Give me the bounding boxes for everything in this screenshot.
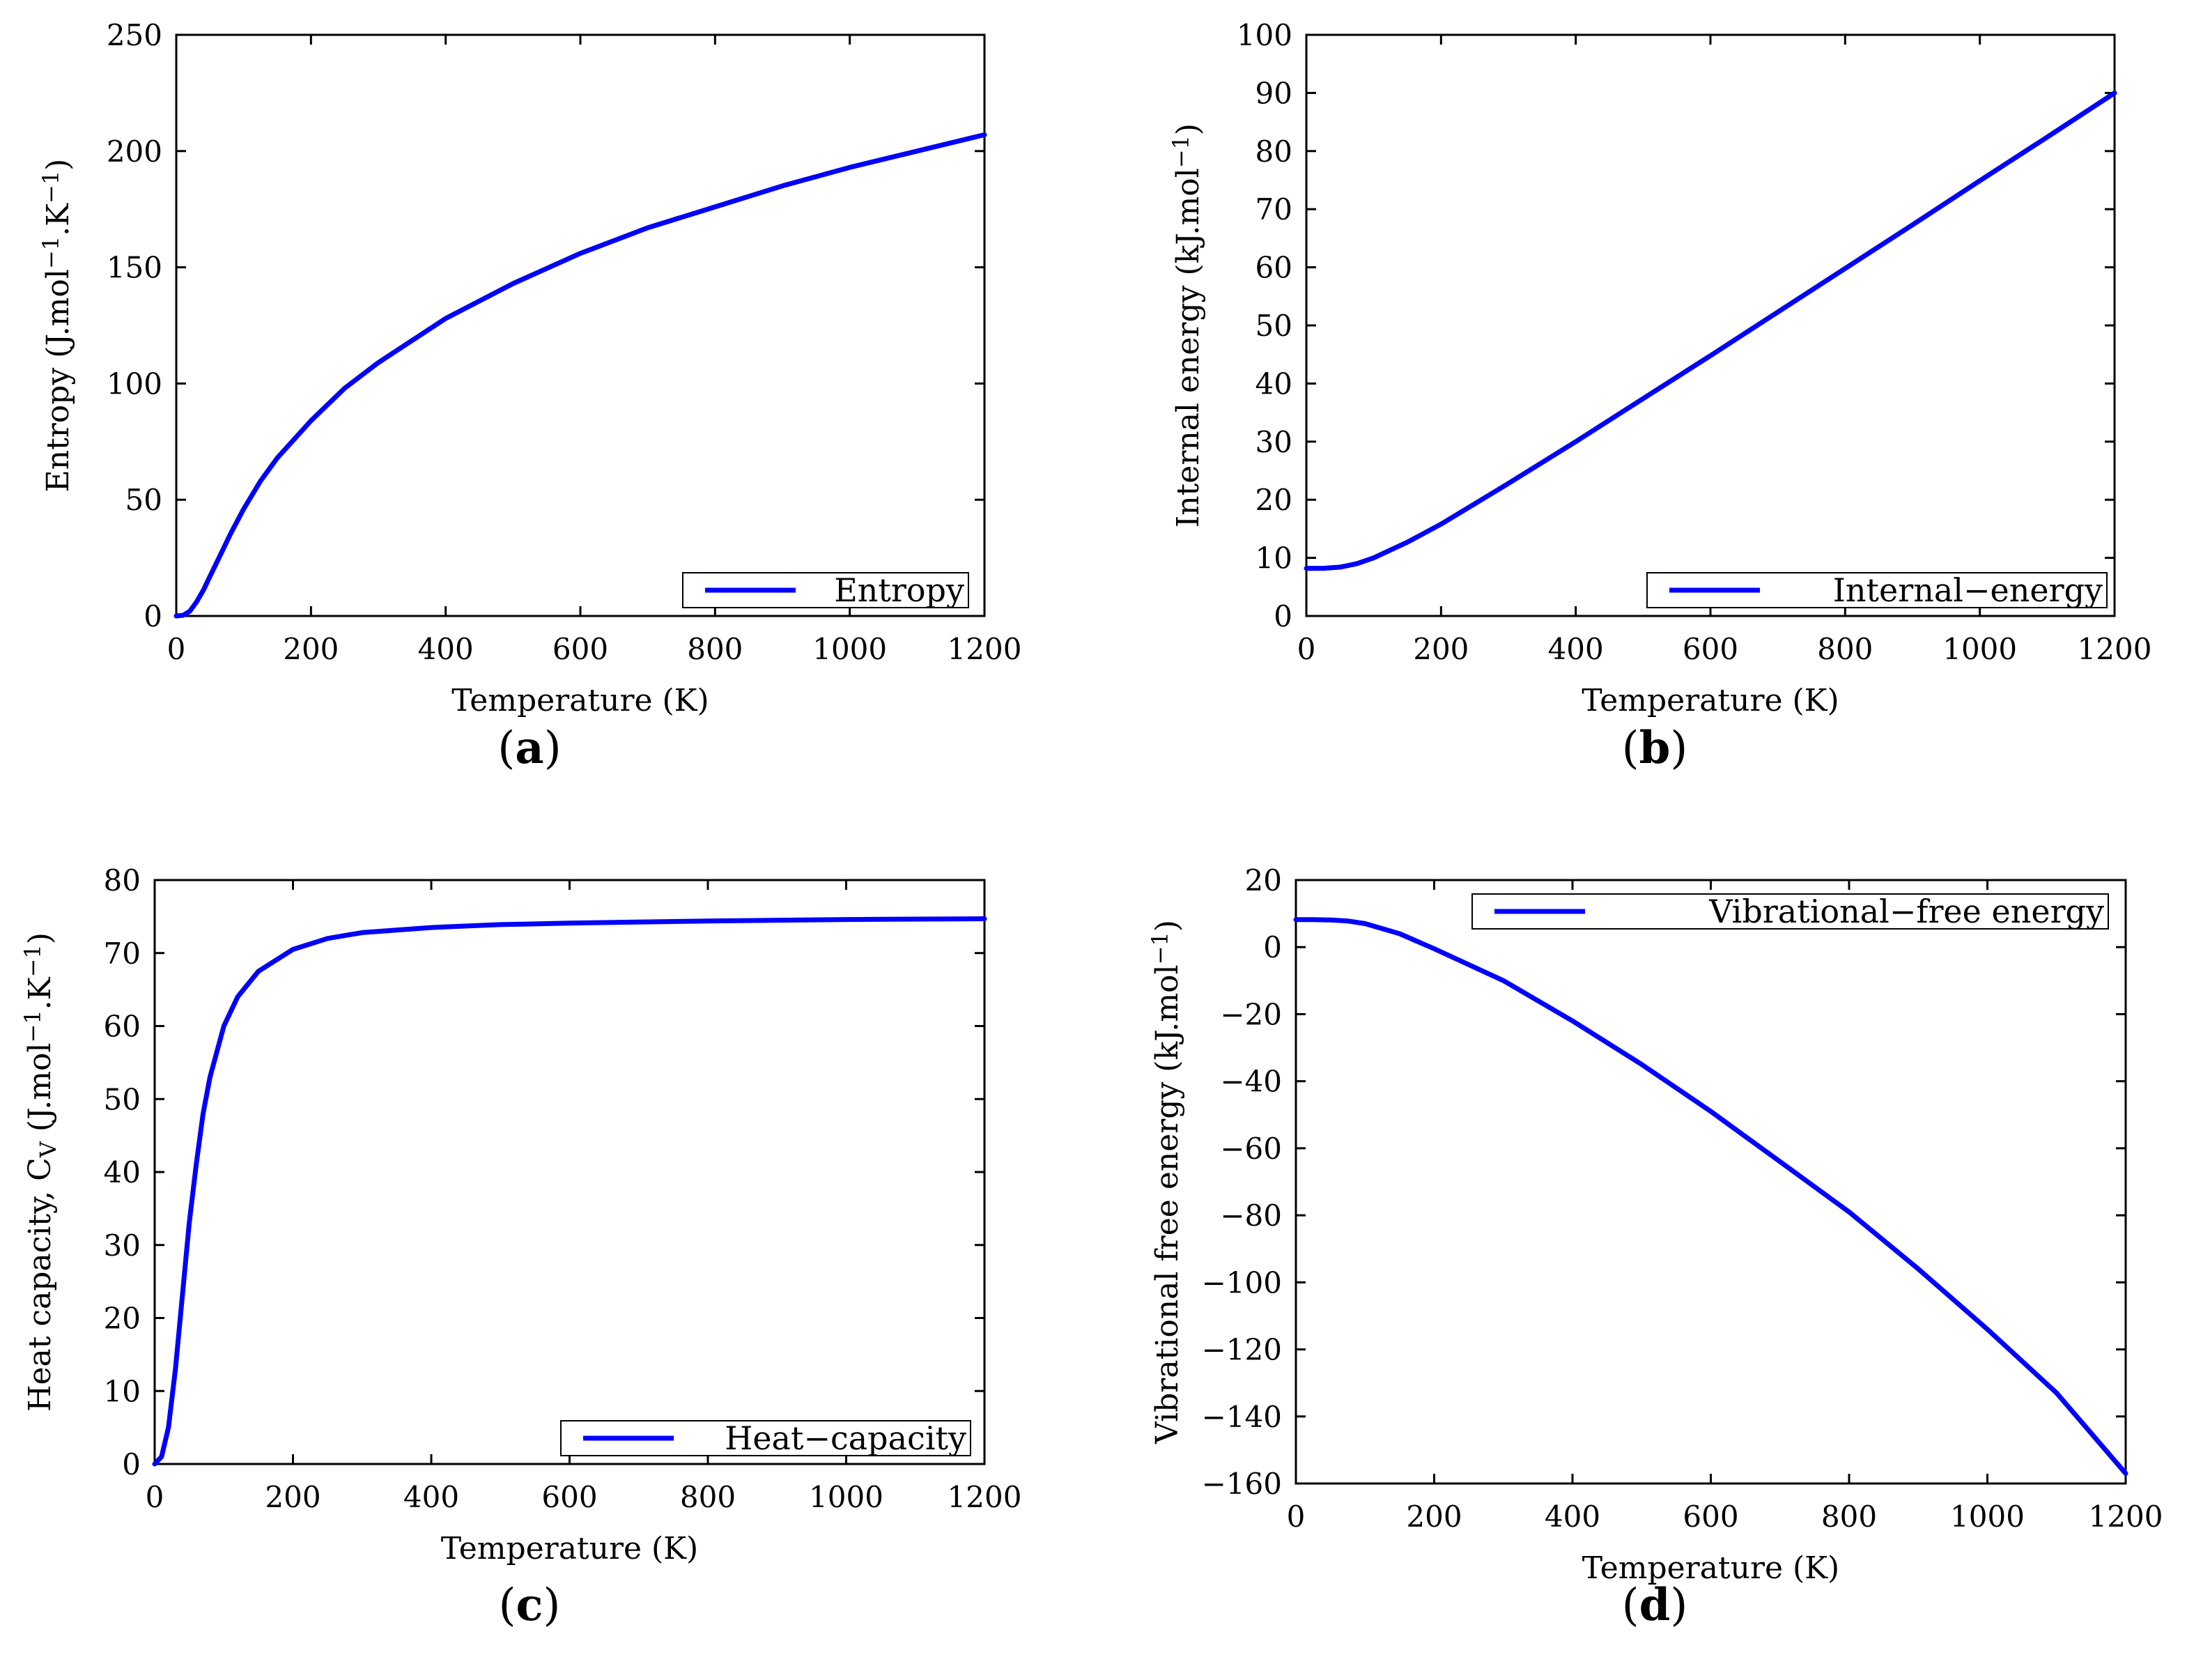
y-tick-label: −20: [1220, 997, 1282, 1031]
y-tick-label: 60: [1255, 251, 1292, 285]
y-tick-label: 30: [1255, 425, 1292, 459]
y-tick-label: −160: [1202, 1467, 1282, 1501]
y-tick-label: 20: [1255, 483, 1292, 517]
y-tick-label: 200: [107, 134, 162, 169]
y-tick-label: 10: [104, 1374, 141, 1408]
x-tick-label: 0: [1297, 632, 1316, 666]
chart-c: 0 200 400 600 800 1000 1200 0 10 20 30 40 50 60 70 80 Te…: [20, 863, 1022, 1631]
y-tick-label: 40: [104, 1155, 141, 1189]
y-tick-label: 60: [104, 1010, 141, 1044]
y-tick-label: 50: [104, 1082, 141, 1116]
chart-d: 0 200 400 600 800 1000 1200−160−140−120−100−80…: [1147, 863, 2163, 1631]
x-tick-label: 400: [1545, 1500, 1600, 1534]
x-tick-label: 800: [1821, 1500, 1877, 1534]
y-tick-label: 100: [107, 367, 162, 401]
y-tick-label: −140: [1202, 1400, 1282, 1434]
legend-label: Heat−capacity: [725, 1419, 966, 1457]
plot-frame: [1295, 879, 2127, 1485]
x-tick-label: 1000: [1950, 1500, 2025, 1534]
x-tick-label: 600: [1683, 1500, 1738, 1534]
y-tick-label: 0: [122, 1447, 141, 1481]
y-tick-label: 30: [104, 1228, 141, 1263]
x-tick-label: 200: [283, 632, 339, 666]
legend-label: Internal−energy: [1833, 571, 2103, 609]
y-tick-label: −80: [1220, 1199, 1282, 1233]
y-tick-label: 50: [125, 483, 162, 517]
y-tick-label: 250: [107, 18, 162, 52]
y-tick-label: −120: [1202, 1333, 1282, 1367]
x-tick-label: 200: [265, 1480, 320, 1514]
y-tick-label: −100: [1202, 1265, 1282, 1300]
x-tick-label: 1000: [812, 632, 887, 666]
x-tick-label: 1200: [948, 1480, 1022, 1514]
x-tick-label: 800: [1817, 632, 1873, 666]
series-line: [173, 132, 987, 619]
x-tick-label: 0: [146, 1480, 164, 1514]
panel-label: (a): [497, 722, 561, 774]
x-axis-label: Temperature (K): [1582, 683, 1839, 718]
y-tick-label: −40: [1220, 1065, 1282, 1099]
x-tick-label: 1000: [809, 1480, 883, 1514]
y-tick-label: 70: [104, 937, 141, 971]
y-tick-label: 0: [144, 599, 162, 633]
x-axis-label: Temperature (K): [451, 683, 709, 718]
y-tick-label: 70: [1255, 192, 1292, 226]
x-tick-label: 600: [1683, 632, 1738, 666]
x-tick-label: 400: [1548, 632, 1604, 666]
x-tick-label: 1200: [948, 632, 1022, 666]
x-tick-label: 1200: [2078, 632, 2152, 666]
x-tick-label: 1000: [1942, 632, 2017, 666]
x-tick-label: 800: [687, 632, 743, 666]
x-tick-label: 600: [541, 1480, 597, 1514]
chart-a: 0 200 400 600 800 1000 1200 0 50 100 150 200 250 Temp…: [38, 18, 1022, 774]
panel-label: (b): [1622, 722, 1688, 774]
y-axis-label: Internal energy (kJ.mol−1): [1168, 123, 1206, 527]
panel-label: (d): [1622, 1579, 1688, 1631]
x-tick-label: 400: [403, 1480, 459, 1514]
y-tick-label: 0: [1263, 930, 1282, 964]
x-tick-label: 1200: [2089, 1500, 2163, 1534]
y-tick-label: 0: [1274, 599, 1292, 633]
y-tick-label: 80: [1255, 134, 1292, 169]
y-tick-label: 80: [104, 863, 141, 897]
y-tick-label: 50: [1255, 309, 1292, 343]
chart-b: 0 200 400 600 800 1000 1200 0 10 20 30 40 50 60 70 80 90…: [1168, 18, 2152, 774]
y-tick-label: 20: [1245, 863, 1282, 897]
x-axis-label: Temperature (K): [1582, 1550, 1839, 1586]
y-tick-label: 100: [1237, 18, 1292, 52]
panel-label: (c): [499, 1579, 561, 1631]
x-tick-label: 600: [552, 632, 608, 666]
series-line: [1304, 90, 2117, 571]
y-tick-label: 20: [104, 1302, 141, 1336]
x-tick-label: 200: [1406, 1500, 1462, 1534]
plot-frame: [153, 879, 986, 1465]
y-tick-label: 40: [1255, 367, 1292, 401]
x-tick-label: 0: [1287, 1500, 1306, 1534]
y-axis-label: Heat capacity, CV (J.mol−1.K−1): [20, 932, 61, 1412]
y-axis-label: Entropy (J.mol−1.K−1): [38, 159, 76, 493]
x-tick-label: 200: [1413, 632, 1469, 666]
x-tick-label: 800: [680, 1480, 736, 1514]
x-tick-label: 400: [418, 632, 474, 666]
x-tick-label: 0: [167, 632, 186, 666]
x-axis-label: Temperature (K): [441, 1531, 698, 1566]
y-tick-label: 150: [107, 251, 162, 285]
series-line: [152, 916, 987, 1467]
y-tick-label: 10: [1255, 541, 1292, 576]
plot-frame: [175, 33, 986, 617]
series-line: [1293, 917, 2128, 1477]
y-tick-label: 90: [1255, 76, 1292, 110]
y-axis-label: Vibrational free energy (kJ.mol−1): [1147, 920, 1185, 1444]
legend-label: Vibrational−free energy: [1708, 893, 2104, 930]
y-tick-label: −60: [1220, 1132, 1282, 1166]
legend-label: Entropy: [834, 571, 964, 609]
